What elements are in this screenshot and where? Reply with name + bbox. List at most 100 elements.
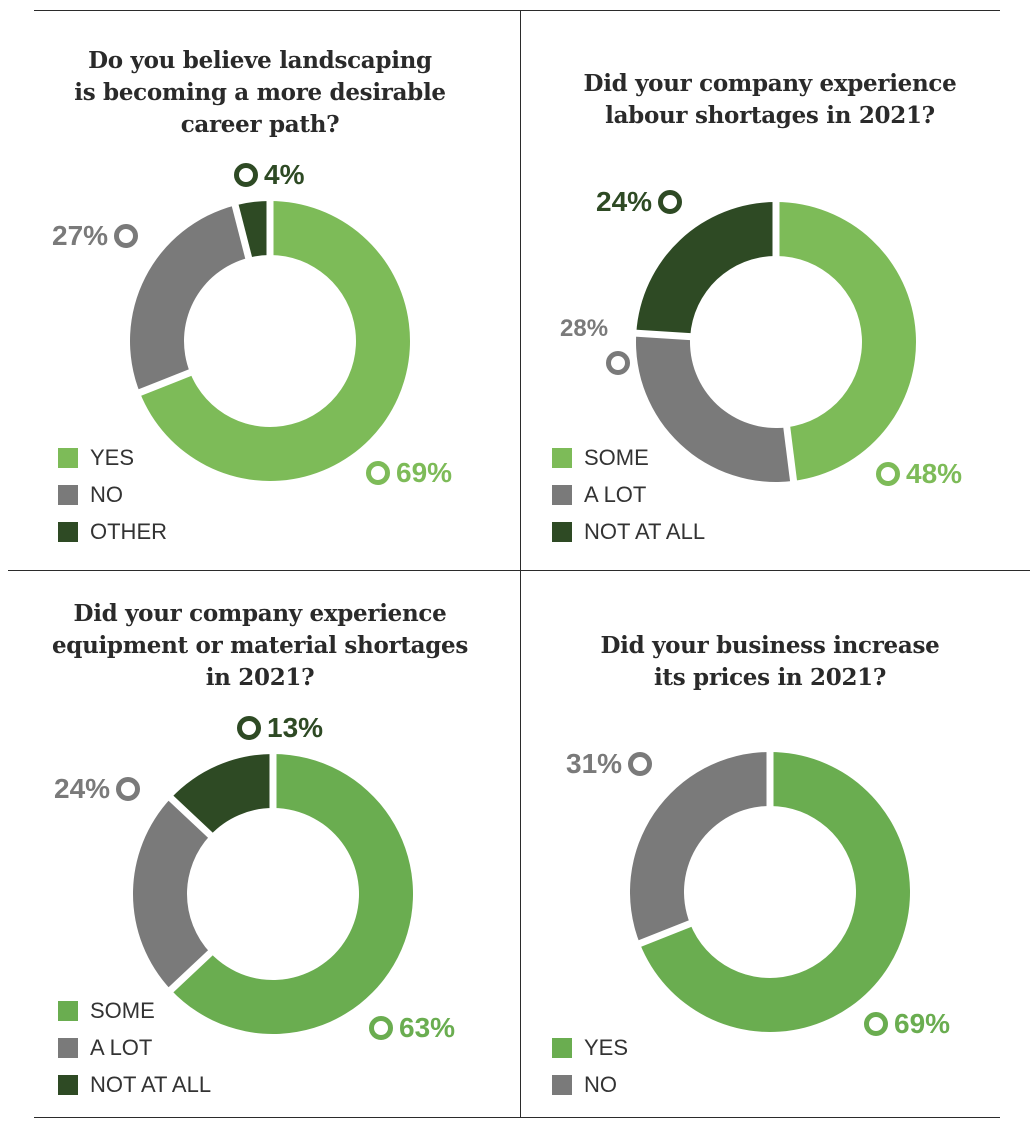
legend-label: NOT AT ALL xyxy=(584,518,706,544)
donut-chart xyxy=(634,200,917,484)
donut-slice-some xyxy=(170,754,413,1034)
title-line: Do you believe landscaping xyxy=(88,47,432,74)
slice-label-a-lot: 28% xyxy=(560,315,630,375)
title-line: labour shortages in 2021? xyxy=(605,102,935,129)
title-line: in 2021? xyxy=(205,664,315,691)
legend-swatch xyxy=(552,1074,572,1095)
slice-value: 69% xyxy=(396,457,453,488)
slice-label-not-at-all: 24% xyxy=(596,186,683,217)
chart-panel-labour-shortages: Did your company experience labour short… xyxy=(520,0,1030,570)
slice-value: 24% xyxy=(54,773,111,804)
donut-slice-yes xyxy=(639,752,910,1032)
top-rule xyxy=(34,10,1000,11)
ring-marker-icon xyxy=(116,777,141,801)
slice-label-not-at-all: 13% xyxy=(237,714,323,742)
chart-legend: SOME A LOT NOT AT ALL xyxy=(552,439,705,550)
donut-slice-some xyxy=(776,202,917,481)
ring-marker-icon xyxy=(628,752,653,776)
legend-item: YES xyxy=(552,1029,628,1066)
slice-label-no: 31% xyxy=(566,748,653,779)
legend-swatch xyxy=(552,484,572,505)
ring-marker-icon xyxy=(658,190,683,214)
donut-chart xyxy=(130,199,411,482)
slice-label-yes: 69% xyxy=(366,459,452,487)
legend-item: YES xyxy=(58,439,167,476)
ring-marker-icon xyxy=(237,716,261,740)
ring-marker-icon xyxy=(369,1016,393,1040)
slice-label-a-lot: 24% xyxy=(54,773,141,804)
ring-marker-icon xyxy=(864,1012,888,1036)
donut-slice-no xyxy=(130,205,249,393)
legend-item: NO xyxy=(552,1066,628,1103)
legend-label: NO xyxy=(90,481,123,507)
legend-label: A LOT xyxy=(90,1034,153,1060)
slice-separator xyxy=(636,919,694,948)
title-line: Did your company experience xyxy=(73,600,447,627)
slice-value: 63% xyxy=(399,1012,456,1043)
slice-value: 48% xyxy=(906,458,963,489)
legend-swatch xyxy=(58,1037,78,1058)
ring-marker-icon xyxy=(606,351,630,375)
title-line: Did your company experience xyxy=(583,70,957,97)
legend-label: SOME xyxy=(584,444,649,470)
title-line: career path? xyxy=(180,111,340,138)
legend-swatch xyxy=(552,1037,572,1058)
slice-value: 24% xyxy=(596,186,653,217)
legend-swatch xyxy=(58,484,78,505)
slice-label-some: 48% xyxy=(876,460,962,488)
legend-label: NOT AT ALL xyxy=(90,1071,212,1097)
slice-separator xyxy=(231,202,253,261)
legend-label: YES xyxy=(90,444,135,470)
chart-title: Did your business increase its prices in… xyxy=(530,630,1010,694)
chart-legend: YES NO xyxy=(552,1029,628,1103)
donut-slice-a-lot xyxy=(133,798,211,990)
donut-slice-not-at-all xyxy=(170,754,273,836)
slice-label-no: 27% xyxy=(52,220,139,251)
title-line: Did your business increase xyxy=(600,632,940,659)
title-line: its prices in 2021? xyxy=(653,664,887,691)
chart-legend: YES NO OTHER xyxy=(58,439,167,550)
ring-marker-icon xyxy=(366,461,390,485)
slice-value: 31% xyxy=(566,748,623,779)
slice-value: 13% xyxy=(267,712,324,743)
legend-item: A LOT xyxy=(58,1029,211,1066)
slice-separator xyxy=(634,329,693,341)
bottom-rule xyxy=(34,1117,1000,1118)
chart-panel-equipment-shortages: Did your company experience equipment or… xyxy=(0,570,520,1118)
legend-item: NO xyxy=(58,476,167,513)
vertical-divider xyxy=(520,10,521,1118)
chart-title: Do you believe landscaping is becoming a… xyxy=(20,45,500,141)
donut-chart xyxy=(133,752,413,1034)
title-line: is becoming a more desirable xyxy=(74,79,446,106)
legend-swatch xyxy=(58,447,78,468)
slice-separator xyxy=(167,794,215,840)
legend-item: NOT AT ALL xyxy=(58,1066,211,1103)
legend-swatch xyxy=(552,447,572,468)
legend-label: A LOT xyxy=(584,481,647,507)
slice-label-some: 63% xyxy=(369,1014,455,1042)
chart-panel-price-increase: Did your business increase its prices in… xyxy=(520,570,1030,1118)
ring-marker-icon xyxy=(114,224,139,248)
slice-label-other: 4% xyxy=(234,161,304,189)
legend-item: OTHER xyxy=(58,513,167,550)
legend-item: SOME xyxy=(58,992,211,1029)
chart-title: Did your company experience equipment or… xyxy=(20,598,500,694)
slice-value: 27% xyxy=(52,220,109,251)
ring-marker-icon xyxy=(234,163,258,187)
legend-swatch xyxy=(58,1000,78,1021)
legend-swatch xyxy=(58,521,78,542)
donut-slice-no xyxy=(630,752,770,944)
slice-label-yes: 69% xyxy=(864,1010,950,1038)
legend-label: YES xyxy=(584,1034,629,1060)
donut-slice-not-at-all xyxy=(636,202,776,337)
donut-slice-other xyxy=(235,201,270,258)
slice-separator xyxy=(167,948,215,994)
donut-chart xyxy=(630,750,910,1032)
legend-item: A LOT xyxy=(552,476,705,513)
legend-swatch xyxy=(58,1074,78,1095)
chart-panel-career-path: Do you believe landscaping is becoming a… xyxy=(0,0,520,570)
ring-marker-icon xyxy=(876,462,900,486)
title-line: equipment or material shortages xyxy=(51,632,469,659)
slice-separator xyxy=(783,424,798,484)
legend-item: SOME xyxy=(552,439,705,476)
